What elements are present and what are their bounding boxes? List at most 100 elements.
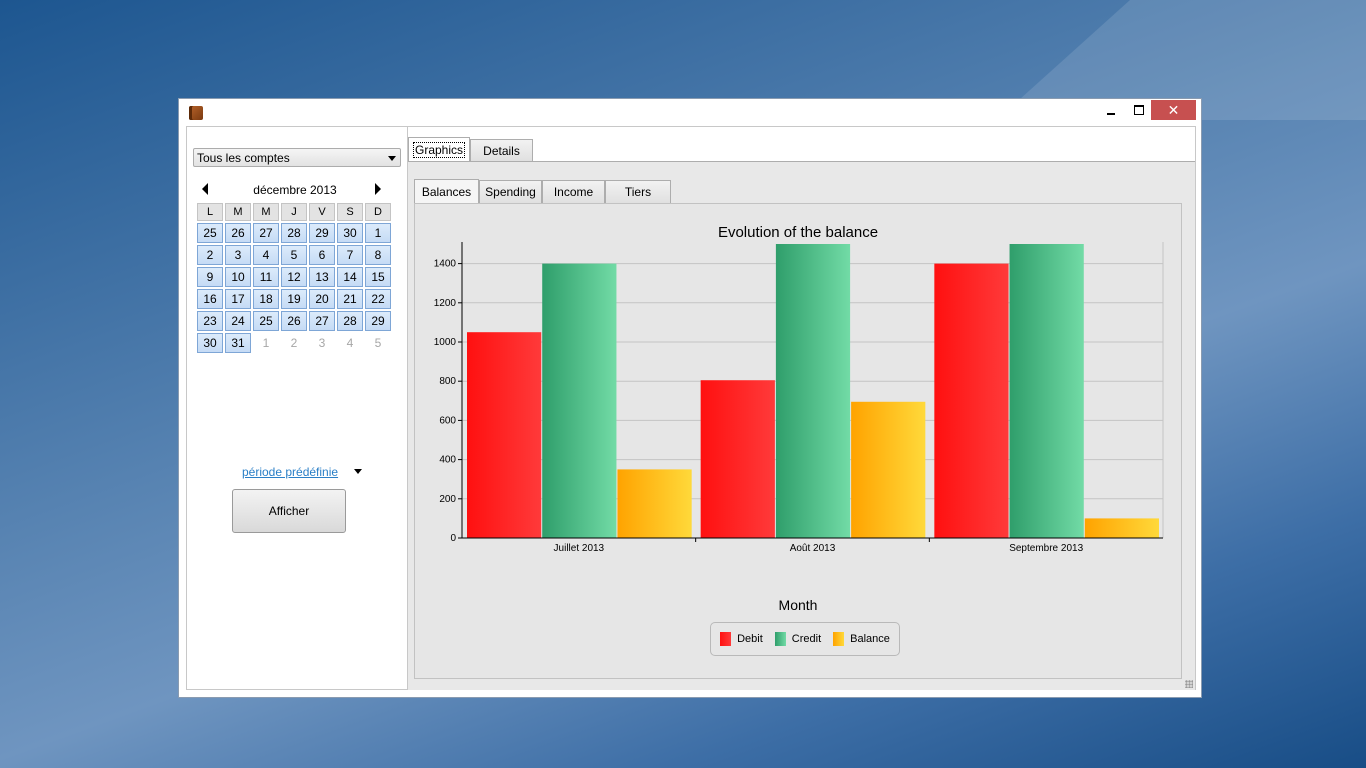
tab-details-label: Details	[483, 143, 520, 158]
wallet-icon	[189, 106, 203, 120]
calendar-day-outside[interactable]: 4	[346, 336, 354, 350]
calendar-week-row: 25 26 27 28 29 30 1	[196, 222, 392, 244]
calendar-day[interactable]: 8	[365, 245, 391, 265]
calendar-day[interactable]: 26	[225, 223, 251, 243]
calendar-day[interactable]: 18	[253, 289, 279, 309]
calendar-day[interactable]: 16	[197, 289, 223, 309]
subtab-income-label: Income	[553, 185, 594, 199]
calendar-day[interactable]: 28	[337, 311, 363, 331]
calendar-grid: L M M J V S D 25 26 27 28 29 30 1 2 3 4 5 6 7 8 9 10 11 12 13 14 15…	[196, 202, 392, 354]
calendar-day[interactable]: 26	[281, 311, 307, 331]
tab-details[interactable]: Details	[470, 139, 533, 161]
previous-month-icon[interactable]	[202, 183, 208, 195]
calendar-day[interactable]: 25	[253, 311, 279, 331]
calendar-header: décembre 2013	[195, 181, 395, 197]
minimize-button[interactable]	[1097, 100, 1125, 120]
calendar-week-row: 30 31 1 2 3 4 5	[196, 332, 392, 354]
calendar-day[interactable]: 22	[365, 289, 391, 309]
x-tick-label: Juillet 2013	[554, 543, 605, 554]
resize-grip[interactable]	[1185, 680, 1193, 688]
legend-item-credit: Credit	[774, 632, 822, 646]
calendar-day[interactable]: 31	[225, 333, 251, 353]
calendar-day[interactable]: 10	[225, 267, 251, 287]
calendar-day[interactable]: 29	[309, 223, 335, 243]
subtab-income[interactable]: Income	[542, 180, 605, 203]
close-icon: ✕	[1167, 101, 1180, 118]
calendar-day-outside[interactable]: 1	[262, 336, 270, 350]
subtab-balances[interactable]: Balances	[414, 179, 479, 203]
calendar-day[interactable]: 19	[281, 289, 307, 309]
x-axis-title: Month	[778, 597, 818, 613]
account-selector-value: Tous les comptes	[197, 151, 290, 165]
subtab-tiers-label: Tiers	[624, 185, 652, 199]
calendar-day-outside[interactable]: 2	[290, 336, 298, 350]
calendar-day[interactable]: 11	[253, 267, 279, 287]
bar-credit	[1009, 244, 1084, 538]
y-tick-label: 1400	[434, 259, 457, 270]
tab-graphics[interactable]: Graphics	[408, 137, 470, 161]
calendar-day[interactable]: 25	[197, 223, 223, 243]
calendar-day[interactable]: 15	[365, 267, 391, 287]
legend-label-credit: Credit	[791, 633, 822, 645]
calendar-day[interactable]: 2	[197, 245, 223, 265]
y-tick-label: 0	[450, 533, 456, 544]
bar-debit	[700, 380, 775, 538]
calendar-day-outside[interactable]: 3	[318, 336, 326, 350]
calendar-day[interactable]: 24	[225, 311, 251, 331]
calendar-week-row: 23 24 25 26 27 28 29	[196, 310, 392, 332]
calendar-day[interactable]: 5	[281, 245, 307, 265]
calendar-weekday: V	[309, 203, 335, 221]
calendar-day[interactable]: 27	[253, 223, 279, 243]
legend-item-debit: Debit	[720, 632, 763, 646]
graphics-tab-content: Balances Spending Income Tiers 0 200 400 60…	[408, 161, 1195, 690]
maximize-button[interactable]	[1125, 100, 1153, 120]
calendar-day[interactable]: 14	[337, 267, 363, 287]
predefined-period-link[interactable]: période prédéfinie	[242, 465, 339, 479]
calendar-day[interactable]: 6	[309, 245, 335, 265]
calendar-day[interactable]: 27	[309, 311, 335, 331]
legend-swatch-credit	[774, 632, 786, 646]
calendar-day[interactable]: 21	[337, 289, 363, 309]
show-button[interactable]: Afficher	[232, 489, 346, 533]
calendar-weekday: M	[225, 203, 251, 221]
bar-debit	[467, 332, 542, 538]
main-panel: Graphics Details Balances Spending Incom…	[408, 126, 1196, 690]
calendar-day[interactable]: 12	[281, 267, 307, 287]
calendar-day[interactable]: 1	[365, 223, 391, 243]
calendar-day[interactable]: 7	[337, 245, 363, 265]
legend-label-debit: Debit	[737, 633, 763, 645]
calendar-day[interactable]: 9	[197, 267, 223, 287]
calendar-day[interactable]: 17	[225, 289, 251, 309]
calendar-day[interactable]: 30	[197, 333, 223, 353]
chevron-down-icon	[388, 156, 396, 161]
legend-item-balance: Balance	[833, 632, 890, 646]
calendar-day[interactable]: 29	[365, 311, 391, 331]
subtab-spending-label: Spending	[485, 185, 536, 199]
bar-credit	[542, 263, 617, 538]
y-tick-label: 1200	[434, 298, 457, 309]
chart-legend: Debit Credit Balance	[710, 622, 900, 656]
next-month-icon[interactable]	[375, 183, 381, 195]
calendar-day[interactable]: 28	[281, 223, 307, 243]
legend-swatch-balance	[833, 632, 845, 646]
title-bar[interactable]: ✕	[179, 99, 1201, 125]
calendar-day-outside[interactable]: 5	[374, 336, 382, 350]
calendar-day[interactable]: 4	[253, 245, 279, 265]
calendar-day[interactable]: 30	[337, 223, 363, 243]
calendar-day[interactable]: 3	[225, 245, 251, 265]
y-tick-label: 1000	[434, 337, 457, 348]
close-button[interactable]: ✕	[1151, 100, 1196, 120]
account-selector[interactable]: Tous les comptes	[193, 148, 401, 167]
bar-balance	[1084, 518, 1159, 538]
period-dropdown-icon[interactable]	[354, 469, 362, 474]
subtab-spending[interactable]: Spending	[479, 180, 542, 203]
subtab-tiers[interactable]: Tiers	[605, 180, 671, 203]
calendar-day[interactable]: 13	[309, 267, 335, 287]
calendar-day[interactable]: 23	[197, 311, 223, 331]
sidebar: Tous les comptes décembre 2013 L M M J V S D 25…	[186, 126, 408, 690]
legend-label-balance: Balance	[850, 633, 890, 645]
calendar-day[interactable]: 20	[309, 289, 335, 309]
